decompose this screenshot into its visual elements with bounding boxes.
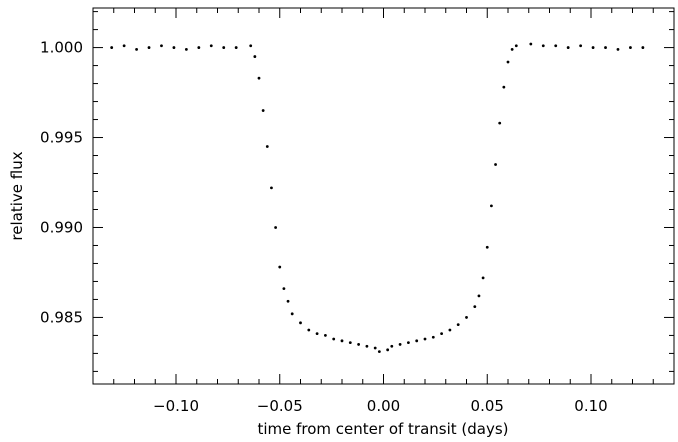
data-point (494, 163, 497, 166)
y-tick-label: 0.990 (40, 218, 83, 236)
data-point (481, 276, 485, 280)
data-point (485, 245, 489, 249)
data-point (506, 60, 510, 64)
data-point (514, 44, 518, 48)
x-tick-label: 0.10 (574, 397, 607, 415)
data-point (566, 46, 570, 49)
data-point (490, 204, 493, 208)
data-point (265, 145, 269, 148)
x-tick-label: −0.10 (153, 397, 199, 415)
y-axis-title: relative flux (8, 151, 26, 240)
data-point (261, 109, 265, 112)
data-point (197, 46, 201, 49)
data-point (398, 343, 402, 346)
data-point (122, 44, 126, 48)
data-point (282, 287, 286, 291)
data-point (332, 337, 336, 341)
y-tick-label: 0.985 (40, 308, 83, 326)
data-point (377, 350, 381, 354)
data-point (172, 46, 176, 49)
data-point (510, 47, 514, 51)
data-point (604, 46, 607, 49)
data-point (209, 44, 213, 48)
data-point (415, 339, 419, 343)
data-point (591, 46, 595, 49)
data-point (147, 46, 151, 49)
data-point (641, 46, 645, 49)
data-point (257, 76, 261, 80)
x-tick-label: 0.05 (471, 397, 504, 415)
y-tick-label: 1.000 (40, 39, 83, 57)
data-point (477, 294, 481, 298)
data-point (222, 46, 226, 49)
data-points (110, 42, 645, 354)
data-point (357, 343, 360, 346)
data-point (498, 121, 502, 125)
data-point (249, 44, 253, 48)
data-point (390, 344, 394, 348)
data-point (307, 328, 311, 332)
data-point (554, 44, 558, 48)
data-point (386, 348, 390, 352)
data-point (299, 321, 302, 325)
data-point (340, 339, 344, 343)
data-point (373, 346, 377, 350)
data-point (286, 299, 290, 303)
data-point (324, 334, 327, 337)
x-tick-label: 0.00 (367, 397, 400, 415)
data-point (365, 344, 369, 348)
axis-ticks (92, 8, 675, 384)
data-point (465, 316, 468, 319)
data-point (234, 46, 238, 49)
data-point (270, 186, 273, 190)
y-tick-label: 0.995 (40, 129, 83, 147)
data-point (110, 46, 114, 49)
data-point (629, 46, 632, 49)
data-point (502, 85, 506, 89)
data-point (529, 42, 533, 46)
data-point (456, 323, 460, 327)
data-point (473, 305, 477, 309)
tick-labels: −0.10 −0.05 0.00 0.05 0.10 0.985 0.990 0.995 1.0… (40, 39, 608, 415)
data-point (315, 332, 319, 336)
data-point (541, 44, 545, 48)
data-point (579, 44, 583, 48)
data-point (431, 335, 435, 339)
x-tick-label: −0.05 (257, 397, 303, 415)
data-point (278, 265, 282, 269)
data-point (616, 47, 620, 51)
data-point (160, 44, 163, 48)
data-point (274, 226, 277, 229)
data-point (440, 332, 443, 336)
data-point (253, 55, 257, 58)
data-point (348, 341, 352, 345)
data-point (184, 47, 188, 51)
data-point (407, 341, 410, 345)
data-point (135, 47, 138, 51)
data-point (290, 312, 294, 316)
data-point (423, 337, 427, 341)
data-point (448, 328, 452, 332)
x-axis-title: time from center of transit (days) (257, 420, 508, 438)
